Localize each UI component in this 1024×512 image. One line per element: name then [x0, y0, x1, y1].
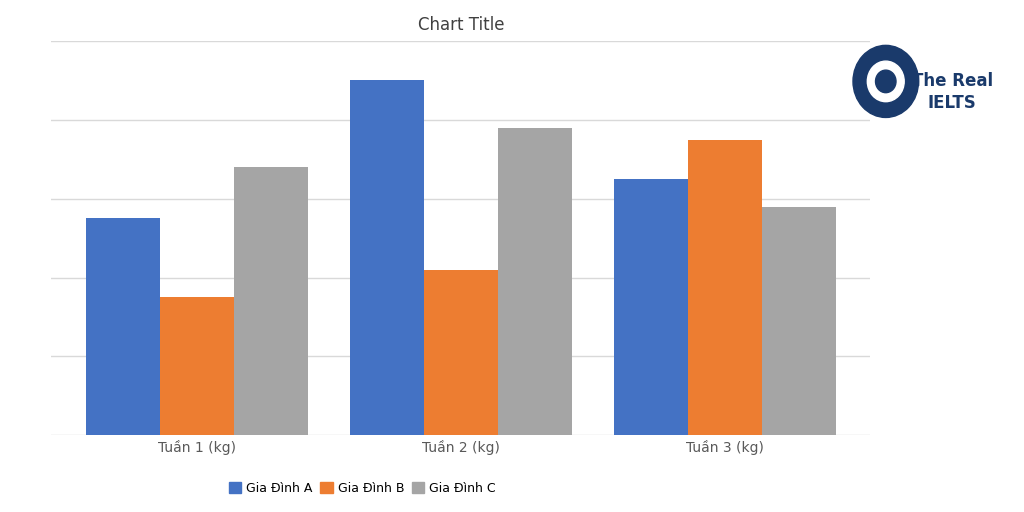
Circle shape	[876, 70, 896, 93]
Bar	[160, 297, 233, 435]
Bar	[614, 179, 688, 435]
Bar	[688, 139, 762, 435]
Bar	[498, 127, 571, 435]
Bar	[762, 206, 836, 435]
Circle shape	[853, 46, 919, 117]
Bar	[350, 80, 424, 435]
Bar	[86, 218, 160, 435]
Text: The Real
IELTS: The Real IELTS	[911, 72, 993, 112]
Legend: Gia Đình A, Gia Đình B, Gia Đình C: Gia Đình A, Gia Đình B, Gia Đình C	[224, 477, 501, 500]
Bar	[233, 167, 307, 435]
Title: Chart Title: Chart Title	[418, 16, 504, 34]
Circle shape	[867, 61, 904, 102]
Bar	[424, 270, 498, 435]
